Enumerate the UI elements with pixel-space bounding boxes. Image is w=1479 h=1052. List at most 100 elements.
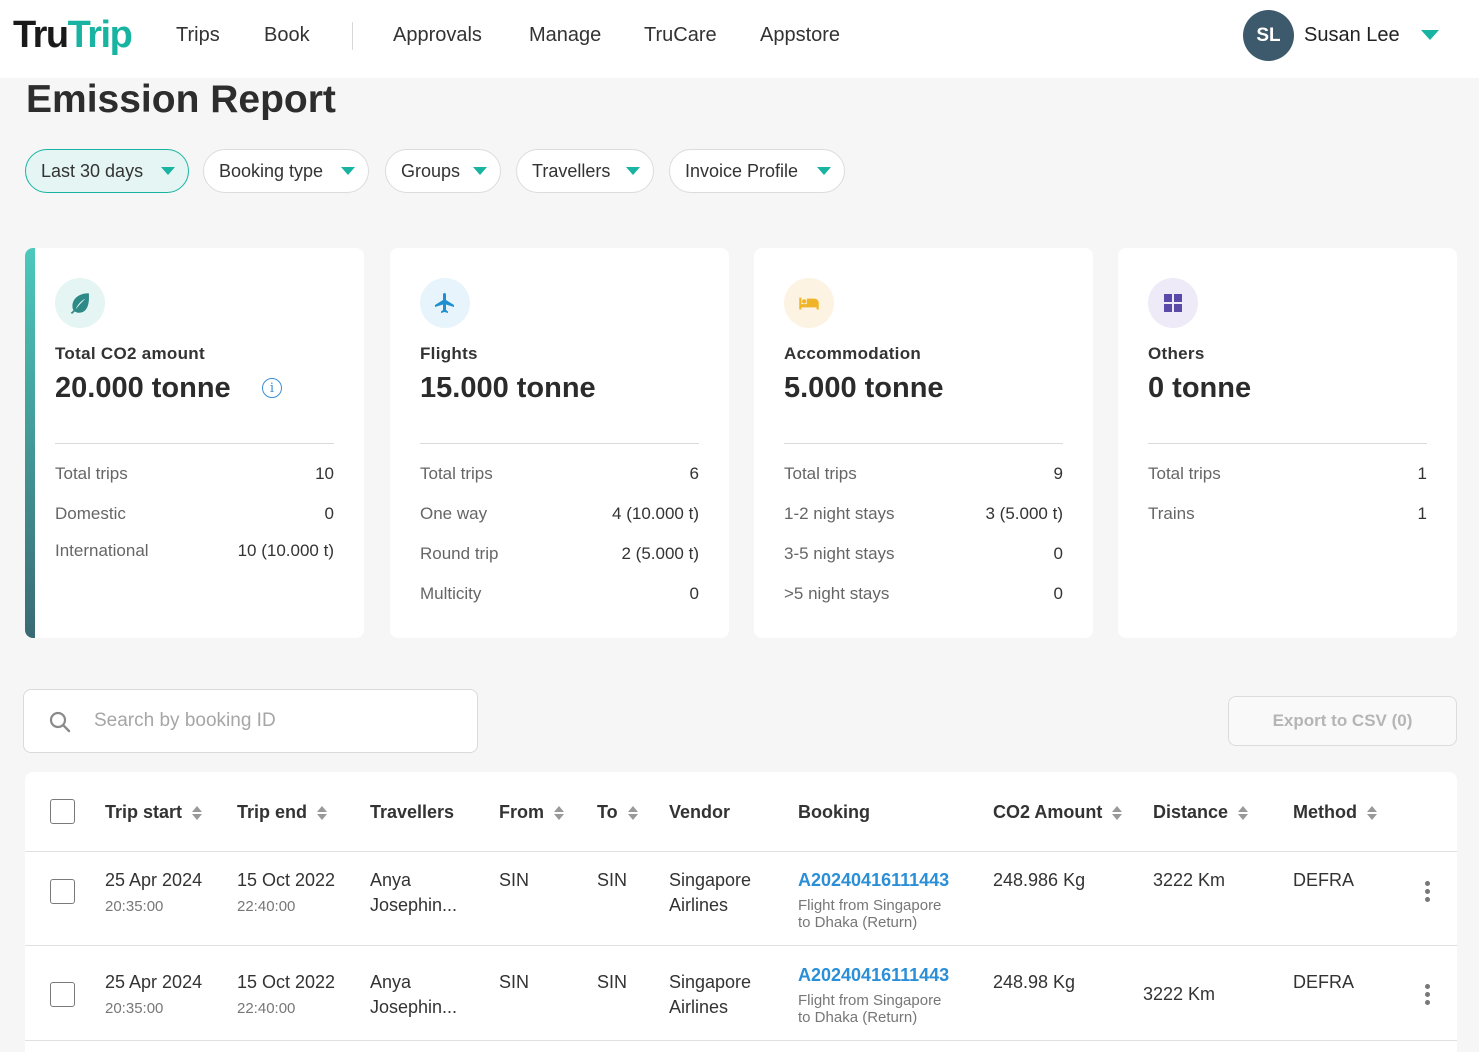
sort-icon[interactable]	[1366, 806, 1377, 821]
chevron-down-icon	[626, 167, 640, 175]
emission-table: Trip start Trip end Travellers From To V…	[25, 772, 1457, 1052]
distance: 3222 Km	[1143, 984, 1216, 1004]
column-header-label: Trip end	[237, 802, 308, 822]
column-header-label: Distance	[1153, 802, 1229, 822]
card-accommodation-amount: 5.000 tonne	[784, 372, 944, 404]
leaf-icon	[55, 278, 105, 328]
nav-trucare[interactable]: TruCare	[644, 24, 717, 46]
select-all-checkbox[interactable]	[50, 799, 75, 824]
user-name[interactable]: Susan Lee	[1304, 24, 1400, 46]
column-header-label: Travellers	[370, 802, 455, 822]
traveller-name-line2: Josephin...	[370, 895, 458, 915]
trip-end-time: 22:40:00	[237, 1000, 296, 1017]
nav-approvals[interactable]: Approvals	[393, 24, 482, 46]
nav-trips[interactable]: Trips	[176, 24, 220, 46]
traveller-name-line2: Josephin...	[370, 997, 458, 1017]
info-icon[interactable]: i	[262, 378, 282, 398]
row-key: International	[55, 541, 149, 560]
trip-end-date: 15 Oct 2022	[237, 870, 336, 890]
trip-start-date: 25 Apr 2024	[105, 972, 203, 992]
card-accommodation-row: 1-2 night stays 3 (5.000 t)	[784, 504, 1063, 528]
export-csv-button[interactable]: Export to CSV (0)	[1228, 696, 1457, 746]
vendor-line2: Airlines	[669, 895, 729, 915]
filter-date-range[interactable]: Last 30 days	[25, 149, 189, 193]
method: DEFRA	[1293, 870, 1355, 890]
user-avatar[interactable]: SL	[1243, 10, 1294, 61]
vendor-line2: Airlines	[669, 997, 729, 1017]
column-header-label: Booking	[798, 802, 870, 822]
nav-appstore[interactable]: Appstore	[760, 24, 841, 46]
nav-book[interactable]: Book	[264, 24, 310, 46]
user-menu-caret-icon[interactable]	[1421, 30, 1439, 40]
booking-description-line2: to Dhaka (Return)	[798, 1009, 918, 1026]
card-accommodation-label: Accommodation	[784, 344, 922, 363]
filter-travellers[interactable]: Travellers	[516, 149, 654, 193]
column-header-co2-amount[interactable]: CO2 Amount	[993, 802, 1123, 823]
column-header-trip-end[interactable]: Trip end	[237, 802, 328, 823]
row-value: 10	[315, 464, 334, 483]
column-header-to[interactable]: To	[597, 802, 638, 823]
chevron-down-icon	[473, 167, 487, 175]
card-divider	[55, 443, 334, 444]
row-value: 3 (5.000 t)	[985, 504, 1064, 523]
filter-booking-type[interactable]: Booking type	[203, 149, 369, 193]
card-flights-row: Multicity 0	[420, 584, 699, 608]
column-header-label: Method	[1293, 802, 1357, 822]
filter-booking-type-label: Booking type	[219, 161, 324, 181]
card-accommodation: Accommodation 5.000 tonne Total trips 9 1…	[754, 248, 1093, 638]
filter-groups[interactable]: Groups	[385, 149, 501, 193]
grid-icon	[1148, 278, 1198, 328]
search-input[interactable]	[94, 706, 454, 736]
from-code: SIN	[499, 972, 530, 992]
sort-icon[interactable]	[554, 806, 564, 821]
booking-description-line1: Flight from Singapore	[798, 897, 942, 914]
row-value: 0	[1053, 544, 1063, 563]
search-icon	[48, 710, 72, 739]
card-others-label: Others	[1148, 344, 1205, 363]
row-key: Domestic	[55, 504, 126, 523]
row-checkbox[interactable]	[50, 879, 75, 904]
trip-start-date: 25 Apr 2024	[105, 870, 203, 890]
row-checkbox[interactable]	[50, 982, 75, 1007]
sort-icon[interactable]	[192, 806, 203, 821]
trip-end-date: 15 Oct 2022	[237, 972, 336, 992]
column-header-method[interactable]: Method	[1293, 802, 1377, 823]
card-total-row: Domestic 0	[55, 504, 334, 528]
column-header-trip-start[interactable]: Trip start	[105, 802, 203, 823]
filter-groups-label: Groups	[401, 161, 461, 181]
row-value: 9	[1053, 464, 1063, 483]
card-total-row: International 10 (10.000 t)	[55, 541, 334, 565]
trip-start-time: 20:35:00	[105, 1000, 164, 1017]
booking-id-link[interactable]: A20240416111443	[798, 965, 950, 985]
trip-start-time: 20:35:00	[105, 898, 164, 915]
card-divider	[784, 443, 1063, 444]
row-key: Total trips	[55, 464, 128, 483]
row-value: 2 (5.000 t)	[621, 544, 700, 563]
card-others-row: Total trips 1	[1148, 464, 1427, 488]
row-key: One way	[420, 504, 488, 523]
filter-invoice-profile[interactable]: Invoice Profile	[669, 149, 845, 193]
to-code: SIN	[597, 972, 628, 992]
more-options-icon[interactable]	[1425, 881, 1431, 903]
column-header-from[interactable]: From	[499, 802, 564, 823]
sort-icon[interactable]	[1112, 806, 1123, 821]
card-total-label: Total CO2 amount	[55, 344, 205, 363]
sort-icon[interactable]	[317, 806, 328, 821]
sort-icon[interactable]	[1238, 806, 1249, 821]
column-header-travellers: Travellers	[370, 802, 454, 823]
co2-amount: 248.986 Kg	[993, 870, 1086, 890]
column-header-distance[interactable]: Distance	[1153, 802, 1249, 823]
trutrip-logo[interactable]: TruTrip	[13, 14, 133, 57]
sort-icon[interactable]	[627, 806, 638, 821]
card-total-co2: Total CO2 amount 20.000 tonne i Total tr…	[25, 248, 364, 638]
more-options-icon[interactable]	[1425, 984, 1431, 1006]
card-others-amount: 0 tonne	[1148, 372, 1252, 404]
card-flights-row: One way 4 (10.000 t)	[420, 504, 699, 528]
nav-manage[interactable]: Manage	[529, 24, 602, 46]
column-header-label: To	[597, 802, 618, 822]
card-flights: Flights 15.000 tonne Total trips 6 One wa…	[390, 248, 729, 638]
row-key: Multicity	[420, 584, 482, 603]
distance: 3222 Km	[1153, 870, 1226, 890]
page-title: Emission Report	[26, 78, 336, 121]
booking-id-link[interactable]: A20240416111443	[798, 870, 950, 890]
